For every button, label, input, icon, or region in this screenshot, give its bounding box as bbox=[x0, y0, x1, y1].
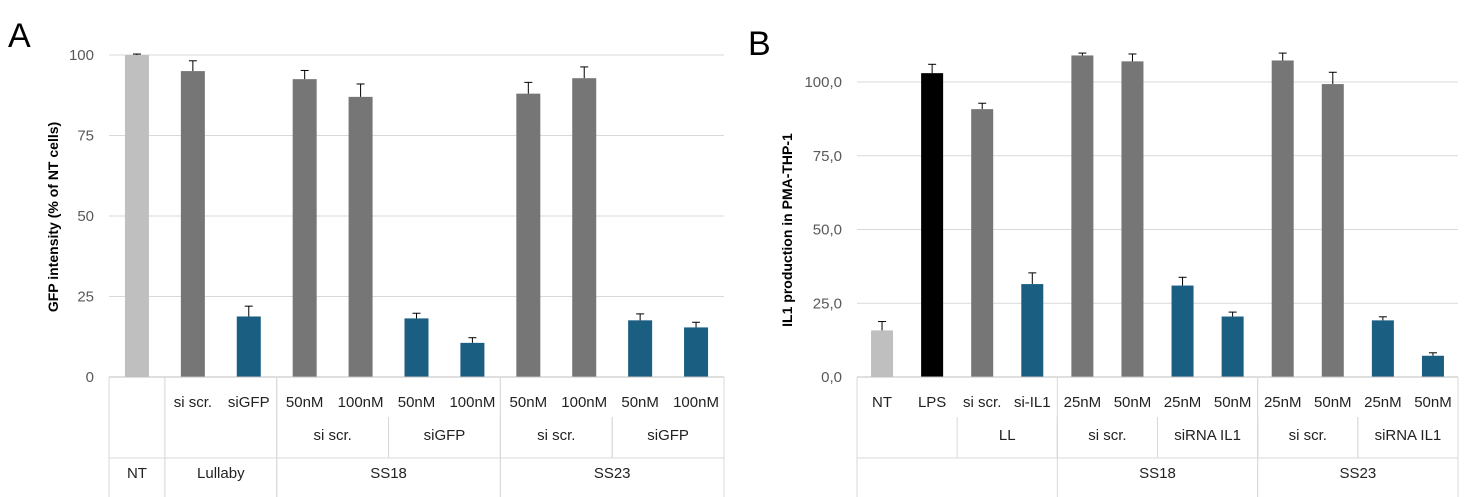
group-label-b: si scr. bbox=[1088, 427, 1126, 444]
bar-b-4 bbox=[1071, 55, 1094, 377]
bar-b-8 bbox=[1271, 60, 1294, 378]
bar-a-10 bbox=[684, 327, 709, 377]
outer-group-label-a: SS18 bbox=[370, 465, 407, 482]
y-tick-label-b: 75,0 bbox=[813, 148, 842, 165]
group-label-a: si scr. bbox=[537, 427, 575, 444]
bar-b-7 bbox=[1221, 316, 1244, 377]
bar-label-b-6: 25nM bbox=[1164, 394, 1202, 411]
outer-group-label-a: NT bbox=[127, 465, 147, 482]
y-tick-label-a: 75 bbox=[77, 128, 94, 145]
bar-b-2 bbox=[971, 109, 994, 377]
bar-b-6 bbox=[1171, 285, 1194, 377]
y-tick-label-a: 50 bbox=[77, 208, 94, 225]
bar-label-b-5: 50nM bbox=[1114, 394, 1152, 411]
bar-a-6 bbox=[460, 342, 485, 377]
bar-a-7 bbox=[516, 93, 541, 377]
bar-label-a-7: 50nM bbox=[510, 394, 548, 411]
bar-label-b-7: 50nM bbox=[1214, 394, 1252, 411]
bar-a-9 bbox=[628, 320, 653, 377]
y-tick-label-b: 100,0 bbox=[804, 74, 842, 91]
y-tick-label-a: 25 bbox=[77, 289, 94, 306]
y-tick-label-a: 100 bbox=[69, 47, 94, 64]
outer-group-label-a: SS23 bbox=[594, 465, 631, 482]
bar-a-1 bbox=[180, 71, 205, 377]
bar-label-a-9: 50nM bbox=[621, 394, 659, 411]
y-axis-label-a: GFP intensity (% of NT cells) bbox=[45, 122, 61, 312]
bar-label-a-3: 50nM bbox=[286, 394, 324, 411]
bar-label-a-10: 100nM bbox=[673, 394, 719, 411]
bar-label-a-4: 100nM bbox=[338, 394, 384, 411]
outer-group-label-b: SS18 bbox=[1139, 465, 1176, 482]
bar-label-b-1: LPS bbox=[918, 394, 946, 411]
bar-a-0 bbox=[124, 55, 149, 377]
panel-letter-b: B bbox=[748, 25, 771, 63]
bar-label-b-10: 25nM bbox=[1364, 394, 1402, 411]
bar-b-10 bbox=[1371, 320, 1394, 377]
bar-label-b-9: 50nM bbox=[1314, 394, 1352, 411]
bar-b-3 bbox=[1021, 284, 1044, 377]
bar-label-b-2: si scr. bbox=[963, 394, 1001, 411]
bar-b-1 bbox=[921, 73, 944, 378]
group-label-a: si scr. bbox=[313, 427, 351, 444]
group-label-a: siGFP bbox=[647, 427, 689, 444]
bar-a-4 bbox=[348, 96, 373, 378]
y-tick-label-b: 50,0 bbox=[813, 222, 842, 239]
chart-panel-a: A GFP intensity (% of NT cells) 0 25 50 75 1… bbox=[8, 17, 725, 497]
bar-label-b-8: 25nM bbox=[1264, 394, 1302, 411]
outer-group-label-b: SS23 bbox=[1339, 465, 1376, 482]
y-tick-label-b: 0,0 bbox=[821, 369, 842, 386]
bar-a-3 bbox=[292, 79, 317, 378]
group-label-b: si scr. bbox=[1289, 427, 1327, 444]
bar-label-a-8: 100nM bbox=[561, 394, 607, 411]
bar-label-b-3: si-IL1 bbox=[1014, 394, 1051, 411]
group-label-b: siRNA IL1 bbox=[1174, 427, 1241, 444]
bar-a-8 bbox=[572, 78, 597, 378]
bar-label-a-2: siGFP bbox=[228, 394, 270, 411]
panel-letter-a: A bbox=[8, 17, 31, 55]
bar-label-a-1: si scr. bbox=[174, 394, 212, 411]
bar-label-b-0: NT bbox=[872, 394, 892, 411]
bar-b-11 bbox=[1421, 355, 1444, 377]
group-label-b: LL bbox=[999, 427, 1016, 444]
chart-panel-b: B IL1 production in PMA-THP-1 0,0 25,0 50,… bbox=[748, 25, 1459, 497]
bar-b-0 bbox=[871, 330, 894, 377]
y-tick-label-b: 25,0 bbox=[813, 295, 842, 312]
bar-a-5 bbox=[404, 318, 429, 377]
group-label-a: siGFP bbox=[424, 427, 466, 444]
group-label-b: siRNA IL1 bbox=[1375, 427, 1442, 444]
bar-b-5 bbox=[1121, 61, 1144, 377]
bar-label-a-5: 50nM bbox=[398, 394, 436, 411]
y-axis-label-b: IL1 production in PMA-THP-1 bbox=[779, 133, 795, 327]
bar-label-a-6: 100nM bbox=[449, 394, 495, 411]
bar-a-2 bbox=[236, 316, 261, 377]
y-tick-label-a: 0 bbox=[86, 369, 94, 386]
bar-label-b-11: 50nM bbox=[1414, 394, 1452, 411]
bar-label-b-4: 25nM bbox=[1064, 394, 1102, 411]
bar-b-9 bbox=[1321, 84, 1344, 377]
outer-group-label-a: Lullaby bbox=[197, 465, 245, 482]
